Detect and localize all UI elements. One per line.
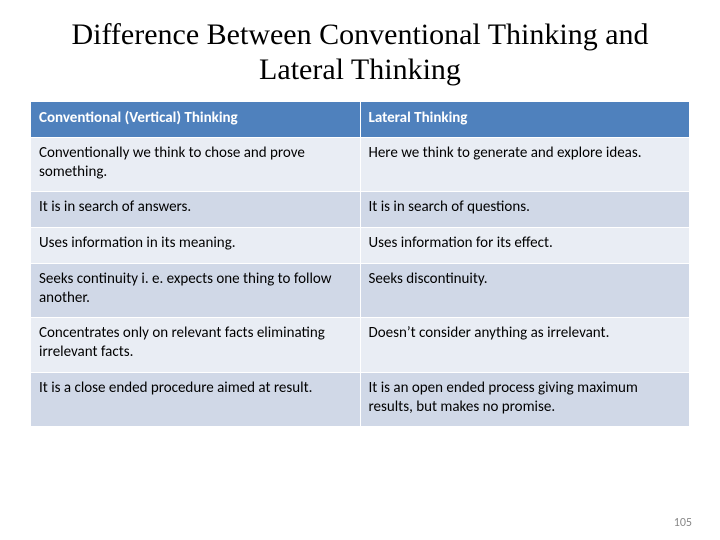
page-title: Difference Between Conventional Thinking… bbox=[40, 18, 680, 87]
table-row: It is in search of answers. It is in sea… bbox=[31, 192, 690, 228]
cell-lateral: Doesn’t consider anything as irrelevant. bbox=[360, 318, 690, 373]
cell-conventional: It is in search of answers. bbox=[31, 192, 361, 228]
cell-lateral: It is an open ended process giving maxim… bbox=[360, 372, 690, 427]
cell-lateral: Seeks discontinuity. bbox=[360, 263, 690, 318]
table-row: It is a close ended procedure aimed at r… bbox=[31, 372, 690, 427]
table-row: Concentrates only on relevant facts elim… bbox=[31, 318, 690, 373]
table-row: Uses information in its meaning. Uses in… bbox=[31, 228, 690, 264]
table-row: Seeks continuity i. e. expects one thing… bbox=[31, 263, 690, 318]
cell-lateral: It is in search of questions. bbox=[360, 192, 690, 228]
page-number: 105 bbox=[674, 516, 692, 530]
cell-conventional: It is a close ended procedure aimed at r… bbox=[31, 372, 361, 427]
cell-lateral: Here we think to generate and explore id… bbox=[360, 137, 690, 192]
comparison-table: Conventional (Vertical) Thinking Lateral… bbox=[30, 101, 690, 427]
cell-conventional: Seeks continuity i. e. expects one thing… bbox=[31, 263, 361, 318]
table-header-row: Conventional (Vertical) Thinking Lateral… bbox=[31, 102, 690, 138]
slide: Difference Between Conventional Thinking… bbox=[0, 0, 720, 540]
column-header-conventional: Conventional (Vertical) Thinking bbox=[31, 102, 361, 138]
cell-lateral: Uses information for its effect. bbox=[360, 228, 690, 264]
table-row: Conventionally we think to chose and pro… bbox=[31, 137, 690, 192]
cell-conventional: Concentrates only on relevant facts elim… bbox=[31, 318, 361, 373]
column-header-lateral: Lateral Thinking bbox=[360, 102, 690, 138]
cell-conventional: Conventionally we think to chose and pro… bbox=[31, 137, 361, 192]
cell-conventional: Uses information in its meaning. bbox=[31, 228, 361, 264]
